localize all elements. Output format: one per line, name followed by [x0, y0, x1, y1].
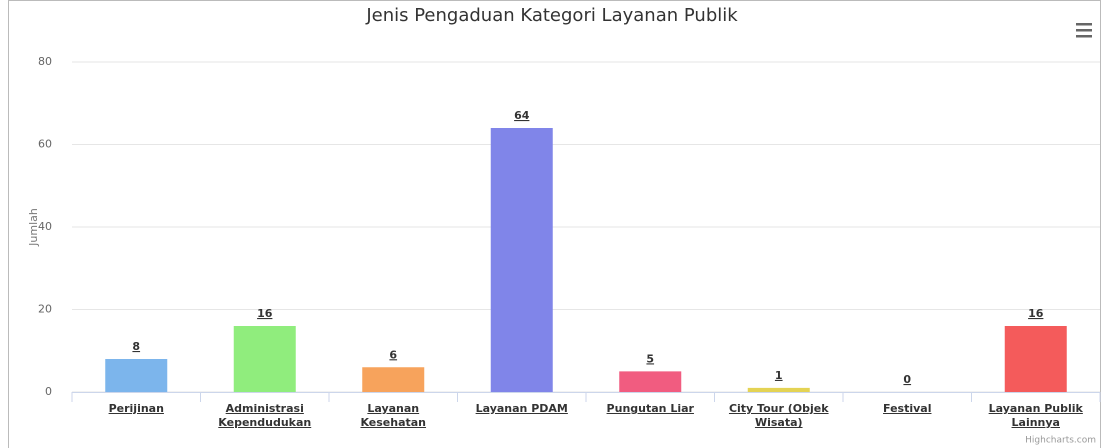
menu-icon[interactable] — [1076, 23, 1092, 38]
y-tick-label: 60 — [38, 138, 52, 151]
data-label: 1 — [775, 369, 783, 382]
x-tick-label: Layanan Publik Lainnya — [988, 402, 1083, 429]
data-label: 5 — [646, 352, 654, 365]
credits: Highcharts.com — [1025, 436, 1096, 446]
x-tick-label: Layanan PDAM — [475, 402, 568, 415]
data-label: 64 — [514, 109, 530, 122]
y-axis-label: Jumlah — [27, 208, 40, 247]
x-tick-label: City Tour (Objek Wisata) — [728, 402, 829, 429]
chart-border — [8, 0, 1101, 448]
bar — [747, 387, 810, 392]
chart-title: Jenis Pengaduan Kategori Layanan Publik — [365, 5, 738, 26]
bar — [490, 128, 553, 392]
x-tick-label: Administrasi Kependudukan — [218, 402, 312, 429]
data-label: 6 — [389, 348, 397, 361]
menu-bar[interactable] — [1076, 23, 1092, 26]
x-tick-label: Festival — [883, 402, 932, 415]
bar — [362, 367, 425, 392]
data-label: 8 — [132, 340, 140, 353]
menu-bar[interactable] — [1076, 29, 1092, 32]
menu-bar[interactable] — [1076, 35, 1092, 38]
x-tick-label: Perijinan — [108, 402, 164, 415]
data-label: 16 — [257, 307, 273, 320]
bar — [105, 359, 168, 392]
y-tick-label: 0 — [45, 385, 52, 398]
data-label: 0 — [903, 373, 911, 386]
y-tick-label: 40 — [38, 220, 52, 233]
y-tick-label: 20 — [38, 303, 52, 316]
bar — [233, 326, 296, 392]
data-label: 16 — [1028, 307, 1044, 320]
x-tick-label: Layanan Kesehatan — [360, 402, 427, 429]
y-tick-label: 80 — [38, 55, 52, 68]
bar — [619, 371, 682, 392]
x-tick-label: Pungutan Liar — [606, 402, 694, 415]
bar — [1004, 326, 1067, 392]
